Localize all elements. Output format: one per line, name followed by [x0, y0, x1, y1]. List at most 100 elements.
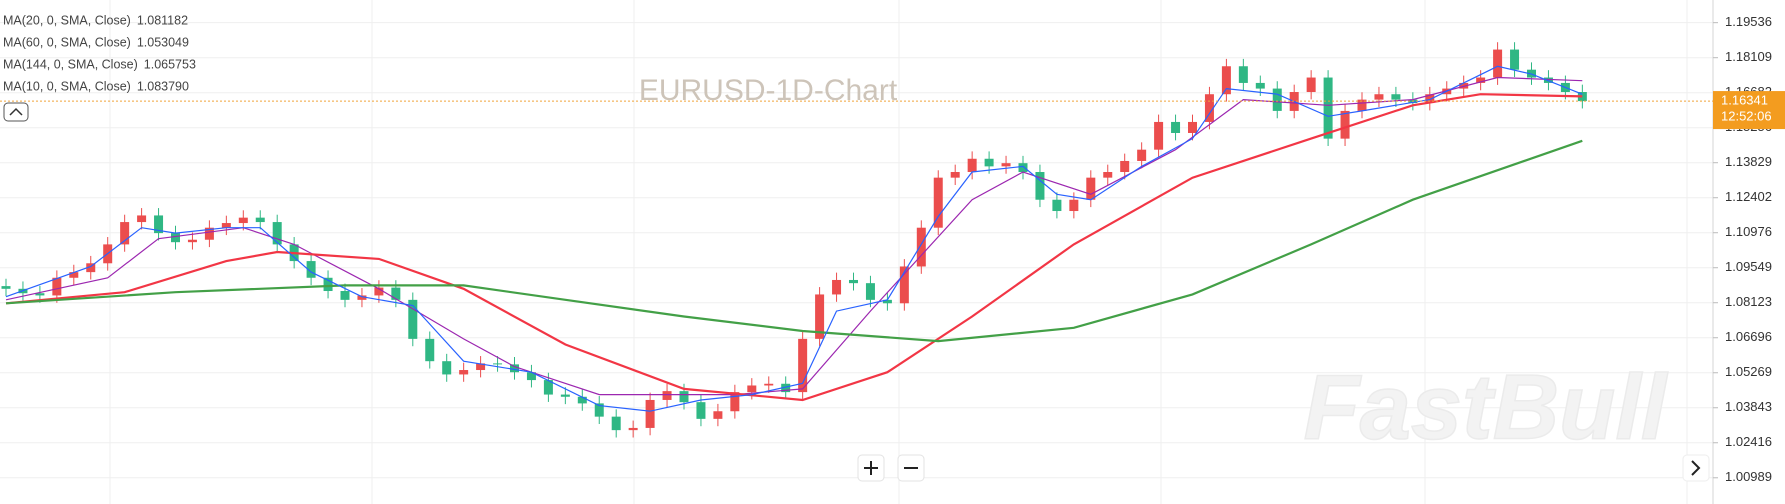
- candle-body: [1391, 94, 1401, 100]
- candle-body: [611, 416, 621, 431]
- candle-body: [1035, 172, 1045, 200]
- candle-body: [1357, 99, 1367, 111]
- collapse-box[interactable]: [3, 102, 29, 122]
- y-tick-label: 1.05269: [1725, 364, 1772, 379]
- candle-body: [1374, 94, 1384, 100]
- candle-body: [1510, 49, 1520, 70]
- candle-body: [696, 402, 706, 419]
- y-tick-label: 1.02416: [1725, 434, 1772, 449]
- candle-body: [1188, 121, 1197, 133]
- candle-body: [1204, 94, 1214, 122]
- candle-body: [120, 222, 130, 245]
- legend-value: 1.065753: [144, 57, 196, 71]
- candle-body: [679, 391, 689, 403]
- scroll-right-box[interactable]: [1682, 454, 1710, 482]
- candle-body: [1221, 66, 1231, 95]
- candle-body: [1137, 149, 1147, 161]
- candle-body: [221, 223, 231, 228]
- candle-body: [577, 396, 587, 404]
- legend-name: MA(20, 0, SMA, Close): [3, 13, 131, 27]
- ma-line: [5, 139, 1583, 343]
- y-tick-label: 1.00989: [1725, 469, 1772, 484]
- candle-body: [865, 283, 875, 300]
- candle-body: [1272, 88, 1282, 111]
- candle-body: [1052, 199, 1062, 212]
- candle-body: [1171, 121, 1181, 133]
- candle-body: [1154, 121, 1164, 150]
- moving-averages: [5, 65, 1583, 412]
- ma-line: [5, 76, 1583, 396]
- candle-body: [1, 286, 11, 289]
- candle-body: [171, 233, 180, 243]
- candle-body: [493, 363, 503, 365]
- candle-body: [1323, 77, 1333, 139]
- candle-body: [1306, 77, 1316, 93]
- candle-body: [560, 394, 570, 397]
- candle-body: [933, 177, 943, 228]
- zoom-in-button[interactable]: [857, 454, 885, 482]
- candle-body: [1001, 163, 1011, 167]
- candle-body: [594, 403, 604, 417]
- candle-body: [543, 380, 553, 395]
- candle-body: [1069, 199, 1079, 212]
- y-tick-label: 1.18109: [1725, 49, 1772, 64]
- time-grid: [109, 0, 1688, 504]
- candle-body: [391, 287, 401, 300]
- last-price-box: [1713, 91, 1785, 130]
- candle-body: [255, 217, 265, 223]
- candle-body: [204, 227, 214, 240]
- candle-body: [713, 411, 723, 419]
- candle-body: [798, 338, 808, 393]
- candle-body: [899, 266, 909, 304]
- candle-body: [86, 263, 96, 273]
- y-tick-label: 1.08123: [1725, 294, 1772, 309]
- candle-body: [238, 217, 248, 224]
- scroll-right-button[interactable]: [1682, 454, 1710, 482]
- candle-body: [882, 299, 892, 304]
- candle-body: [425, 338, 435, 362]
- watermark: FastBull: [1304, 356, 1669, 458]
- candle-body: [69, 272, 79, 278]
- candle-body: [1018, 163, 1028, 173]
- candle-body: [984, 158, 994, 167]
- legend-name: MA(60, 0, SMA, Close): [3, 35, 131, 49]
- zoom-out-button[interactable]: [897, 454, 925, 482]
- candle-body: [35, 293, 45, 296]
- candle-body: [950, 172, 960, 178]
- candle-body: [374, 287, 384, 296]
- legend-name: MA(144, 0, SMA, Close): [3, 57, 138, 71]
- candle-body: [1103, 172, 1113, 178]
- last-price-label: 1.16341: [1721, 93, 1768, 108]
- candle-body: [645, 399, 655, 428]
- candle-body: [323, 277, 333, 292]
- candle-body: [849, 279, 858, 284]
- candle-body: [628, 427, 638, 431]
- candle-body: [442, 361, 452, 375]
- candle-body: [357, 295, 367, 300]
- legend-value: 1.081182: [137, 13, 188, 27]
- candle-body: [476, 363, 486, 371]
- zoom-in-icon[interactable]: [864, 461, 878, 475]
- y-tick-label: 1.12402: [1725, 189, 1772, 204]
- candle-body: [272, 222, 282, 245]
- scroll-right-icon[interactable]: [1691, 460, 1701, 476]
- candle-body: [747, 385, 757, 393]
- collapse-icon[interactable]: [9, 107, 23, 116]
- candle-body: [137, 215, 147, 223]
- candle-body: [764, 383, 774, 386]
- collapse-button[interactable]: [3, 102, 29, 122]
- candle-body: [510, 364, 519, 373]
- y-tick-label: 1.10976: [1725, 224, 1772, 239]
- candle-body: [1493, 49, 1503, 78]
- candle-body: [967, 158, 977, 173]
- y-tick-label: 1.09549: [1725, 259, 1772, 274]
- candle-body: [781, 383, 791, 393]
- y-tick-label: 1.03843: [1725, 399, 1772, 414]
- candle-body: [1255, 82, 1265, 89]
- candle-body: [52, 277, 62, 296]
- ma-line: [5, 93, 1583, 402]
- candle-body: [408, 299, 418, 339]
- candle-body: [662, 391, 672, 400]
